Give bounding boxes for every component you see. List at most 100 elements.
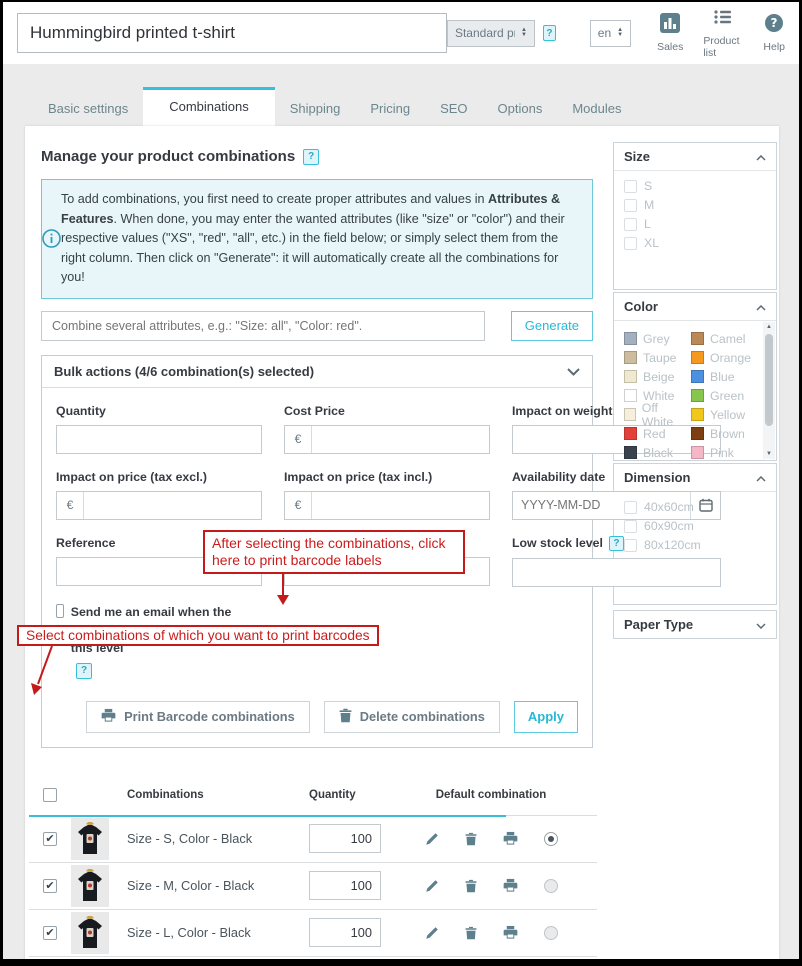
quantity-input[interactable]	[309, 871, 381, 901]
delete-icon[interactable]	[464, 879, 477, 893]
color-option[interactable]: Off White	[624, 401, 687, 429]
sort-arrows-icon: ▲ ▼	[521, 27, 527, 38]
row-checkbox[interactable]: ✔	[43, 925, 57, 940]
edit-icon[interactable]	[425, 879, 439, 893]
delete-combinations-button[interactable]: Delete combinations	[323, 700, 500, 733]
tab-modules[interactable]: Modules	[572, 101, 622, 116]
tab-options[interactable]: Options	[497, 101, 543, 116]
size-option[interactable]: XL	[624, 236, 766, 250]
product-name-input[interactable]	[17, 13, 447, 53]
size-checkbox[interactable]	[624, 179, 637, 193]
dimension-checkbox[interactable]	[624, 519, 637, 533]
field-impact-price-excl: Impact on price (tax excl.) €	[56, 470, 262, 520]
color-option[interactable]: Black	[624, 443, 687, 462]
color-option[interactable]: Beige	[624, 367, 687, 386]
color-option[interactable]: Blue	[691, 367, 754, 386]
help-nav-button[interactable]: ? Help	[763, 13, 785, 53]
help-badge-icon[interactable]: ?	[542, 25, 556, 41]
color-option[interactable]: Taupe	[624, 348, 687, 367]
paper-type-panel-header[interactable]: Paper Type	[614, 611, 776, 638]
cost-price-input[interactable]	[312, 425, 489, 453]
tab-shipping[interactable]: Shipping	[289, 101, 341, 116]
color-option[interactable]: Green	[691, 386, 754, 405]
help-badge-icon[interactable]: ?	[303, 148, 320, 165]
default-combination-radio[interactable]	[543, 925, 558, 940]
tab-combinations[interactable]: Combinations	[143, 87, 275, 126]
color-scrollbar[interactable]: ▲ ▼	[763, 322, 775, 459]
color-option[interactable]: Red	[624, 424, 687, 443]
edit-icon[interactable]	[425, 926, 439, 940]
row-checkbox[interactable]: ✔	[43, 878, 57, 893]
color-option[interactable]: Pink	[691, 443, 754, 462]
size-option[interactable]: L	[624, 217, 766, 231]
edit-icon[interactable]	[425, 832, 439, 846]
dimension-option[interactable]: 60x90cm	[624, 519, 766, 533]
print-barcode-button[interactable]: Print Barcode combinations	[86, 700, 310, 733]
row-checkbox[interactable]: ✔	[43, 831, 57, 846]
chevron-up-icon	[756, 299, 766, 314]
calendar-icon[interactable]	[690, 491, 720, 519]
quantity-input[interactable]	[309, 824, 381, 854]
email-alert-checkbox[interactable]	[56, 603, 64, 618]
size-option[interactable]: M	[624, 198, 766, 212]
help-badge-icon[interactable]: ?	[76, 662, 92, 679]
printer-icon	[101, 708, 116, 726]
color-panel-header[interactable]: Color	[614, 293, 776, 321]
bulk-actions-header[interactable]: Bulk actions (4/6 combination(s) selecte…	[42, 356, 592, 388]
dimension-checkbox[interactable]	[624, 500, 637, 514]
color-swatch	[691, 389, 704, 402]
print-icon[interactable]	[503, 831, 518, 846]
bulk-quantity-input[interactable]	[57, 425, 261, 453]
scroll-down-icon[interactable]: ▼	[766, 451, 772, 457]
color-option[interactable]: Camel	[691, 329, 754, 348]
language-select[interactable]: en ▲ ▼	[589, 19, 632, 47]
select-all-checkbox[interactable]	[43, 788, 57, 803]
availability-date-input[interactable]	[513, 491, 690, 519]
size-checkbox[interactable]	[624, 198, 637, 212]
size-panel-header[interactable]: Size	[614, 143, 776, 171]
color-option[interactable]: Brown	[691, 424, 754, 443]
size-option[interactable]: S	[624, 179, 766, 193]
generate-button[interactable]: Generate	[510, 310, 593, 341]
impact-price-excl-input[interactable]	[84, 491, 261, 519]
combine-attributes-row: Generate	[41, 310, 593, 341]
print-icon[interactable]	[503, 925, 518, 940]
color-option[interactable]: Orange	[691, 348, 754, 367]
size-panel-title: Size	[624, 149, 651, 164]
delete-icon[interactable]	[464, 926, 477, 940]
product-type-select[interactable]: Standard pr ▲ ▼	[446, 19, 535, 47]
field-label: Cost Price	[284, 403, 345, 418]
sales-nav-button[interactable]: Sales	[657, 13, 683, 53]
scroll-up-icon[interactable]: ▲	[766, 324, 772, 330]
size-panel: Size S M L XL	[613, 142, 777, 290]
color-option[interactable]: Grey	[624, 329, 687, 348]
quantity-input[interactable]	[309, 918, 381, 948]
product-list-nav-button[interactable]: Product list	[703, 7, 743, 59]
size-checkbox[interactable]	[624, 217, 637, 231]
product-thumbnail	[71, 911, 109, 954]
tab-pricing[interactable]: Pricing	[370, 101, 411, 116]
impact-weight-input[interactable]	[513, 425, 720, 453]
apply-button[interactable]: Apply	[513, 700, 578, 733]
dimension-option[interactable]: 40x60cm	[624, 500, 766, 514]
sales-label: Sales	[657, 41, 684, 53]
color-option[interactable]: Yellow	[691, 405, 754, 424]
size-checkbox[interactable]	[624, 236, 637, 250]
tab-basic-settings[interactable]: Basic settings	[48, 101, 129, 116]
combination-label: Size - L, Color - Black	[127, 925, 251, 941]
tab-seo[interactable]: SEO	[440, 101, 468, 116]
combine-attributes-input[interactable]	[41, 310, 485, 341]
table-header-row: Combinations Quantity Default combinatio…	[29, 776, 597, 817]
delete-icon[interactable]	[464, 832, 477, 846]
dimension-checkbox[interactable]	[624, 538, 637, 552]
bar-chart-icon	[660, 13, 681, 38]
dimension-option[interactable]: 80x120cm	[624, 538, 766, 552]
scrollbar-thumb[interactable]	[765, 334, 773, 426]
low-stock-level-input[interactable]	[513, 558, 720, 586]
color-option[interactable]: White	[624, 386, 687, 405]
help-badge-icon[interactable]: ?	[608, 535, 624, 551]
default-combination-radio[interactable]	[543, 831, 558, 846]
print-icon[interactable]	[503, 878, 518, 893]
impact-price-incl-input[interactable]	[312, 491, 489, 519]
default-combination-radio[interactable]	[543, 878, 558, 893]
